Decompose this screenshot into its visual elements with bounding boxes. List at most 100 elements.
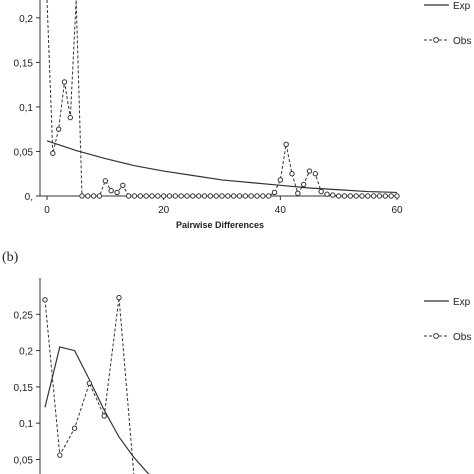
chart-a-obs-point — [289, 171, 295, 177]
chart-a-obs-point — [190, 193, 196, 199]
chart-a-obs-point — [376, 193, 383, 199]
chart-a-obs-point — [131, 193, 138, 199]
chart-b-series — [42, 294, 150, 474]
chart-a-obs-point — [353, 193, 359, 199]
chart-a-obs-point — [347, 193, 354, 199]
chart-panel-b: 0,05 0,1 0,15 0,2 0,25 Exp Obs — [14, 278, 471, 474]
legend-a-exp-label: Exp — [453, 1, 471, 12]
chart-a-obs-point — [67, 114, 74, 121]
chart-b-y-tick-label: 0,05 — [14, 455, 34, 466]
chart-a-axes — [39, 0, 399, 197]
chart-a-obs-point — [324, 191, 330, 197]
chart-a-obs-point — [254, 193, 260, 199]
chart-a-obs-point — [195, 193, 202, 199]
chart-a-obs-point — [184, 193, 190, 199]
chart-a-obs-point — [283, 141, 289, 148]
chart-a-obs-point — [108, 187, 114, 194]
chart-a-y-tick-label: 0,2 — [19, 14, 33, 25]
chart-b-obs-point — [86, 380, 93, 386]
chart-a-obs-point — [335, 193, 342, 199]
chart-a-obs-point — [79, 193, 85, 199]
chart-a-obs-point — [312, 171, 319, 177]
legend-b-obs-label: Obs — [453, 332, 471, 343]
chart-b-y-ticks: 0,05 0,1 0,15 0,2 0,25 — [14, 310, 40, 466]
chart-a-x-ticks: 0 20 40 60 — [44, 196, 403, 216]
chart-b-y-tick-label: 0,15 — [14, 383, 34, 394]
chart-a-series — [46, 0, 400, 199]
chart-a-y-tick-label: 0, — [25, 192, 33, 203]
chart-a-obs-point — [219, 193, 225, 199]
chart-a-obs-point — [318, 188, 324, 195]
chart-a-x-tick-label: 20 — [158, 205, 170, 216]
chart-panel-a: 0, 0,05 0,1 0,15 0,2 0 20 40 60 Pairwise Differ… — [14, 0, 471, 230]
chart-a-y-tick-label: 0,05 — [14, 147, 34, 158]
chart-a-series-obs-line — [46, 0, 397, 197]
chart-a-obs-point — [300, 181, 307, 188]
chart-b-y-tick-label: 0,2 — [19, 347, 33, 358]
chart-a-obs-point — [160, 193, 167, 199]
chart-a-obs-point — [149, 193, 155, 199]
chart-a-obs-point — [295, 190, 301, 197]
panel-b-label: (b) — [2, 250, 19, 265]
chart-a-y-tick-label: 0,1 — [19, 103, 33, 114]
chart-a-obs-point — [137, 193, 144, 199]
chart-a-obs-point — [120, 182, 126, 189]
chart-a-obs-point — [50, 150, 56, 156]
chart-a-obs-point — [225, 193, 231, 199]
chart-a-obs-point — [341, 193, 348, 199]
chart-a-obs-point — [114, 189, 120, 196]
chart-a-series-exp-line — [46, 140, 398, 194]
chart-b-y-tick-label: 0,25 — [14, 310, 34, 321]
chart-a-obs-point — [388, 193, 394, 199]
chart-a-obs-point — [265, 193, 272, 199]
chart-a-obs-point — [102, 178, 109, 184]
chart-a-y-ticks: 0, 0,05 0,1 0,15 0,2 — [14, 14, 40, 203]
chart-a-obs-point — [201, 193, 208, 199]
chart-a-obs-point — [85, 193, 91, 199]
chart-a-x-tick-label: 0 — [44, 205, 50, 216]
chart-a-obs-point — [277, 177, 284, 183]
chart-a-legend: Exp Obs — [424, 1, 471, 47]
chart-a-obs-point — [330, 192, 336, 198]
legend-b-obs-marker — [433, 333, 439, 339]
chart-a-obs-point — [96, 193, 103, 199]
chart-b-obs-point — [42, 297, 48, 303]
chart-a-obs-point — [166, 193, 173, 199]
chart-a-y-tick-label: 0,15 — [14, 58, 34, 69]
chart-a-obs-point — [230, 193, 237, 199]
legend-a-obs-marker — [433, 37, 439, 43]
chart-b-obs-point — [57, 452, 63, 458]
chart-a-obs-point — [382, 193, 389, 199]
chart-a-obs-point — [207, 193, 214, 199]
chart-a-obs-point — [365, 193, 371, 199]
chart-a-obs-point — [55, 126, 62, 132]
chart-a-obs-point — [155, 193, 161, 199]
chart-a-x-axis-label: Pairwise Differences — [176, 220, 264, 230]
chart-b-obs-point — [101, 413, 107, 419]
chart-a-obs-point — [213, 193, 219, 199]
chart-a-obs-point — [172, 193, 179, 199]
legend-a-obs-label: Obs — [453, 36, 471, 47]
legend-b-exp-label: Exp — [453, 297, 471, 308]
chart-b-obs-point — [71, 425, 78, 431]
chart-a-obs-point — [306, 168, 313, 174]
chart-a-obs-point — [359, 193, 365, 199]
chart-a-obs-point — [394, 193, 400, 199]
chart-a-obs-point — [242, 193, 249, 199]
chart-a-x-tick-label: 60 — [391, 205, 403, 216]
chart-a-obs-point — [178, 193, 184, 199]
chart-a-obs-point — [271, 189, 278, 196]
chart-b-obs-point — [116, 294, 122, 301]
chart-a-obs-point — [248, 193, 254, 199]
chart-b-y-tick-label: 0,1 — [19, 419, 33, 430]
chart-a-obs-point — [61, 79, 68, 85]
chart-b-series-exp-line — [44, 346, 150, 474]
chart-a-obs-point — [90, 193, 97, 199]
chart-a-obs-point — [143, 193, 149, 199]
chart-a-x-tick-label: 40 — [275, 205, 287, 216]
chart-a-obs-point — [236, 193, 243, 199]
chart-b-legend: Exp Obs — [424, 297, 471, 343]
chart-a-obs-point — [370, 193, 377, 199]
chart-a-obs-point — [260, 193, 266, 199]
